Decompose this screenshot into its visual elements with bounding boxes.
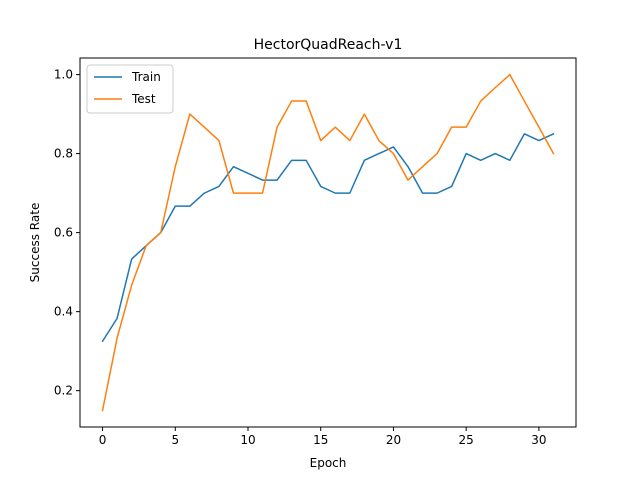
legend-label-train: Train xyxy=(131,70,161,84)
legend: Train Test xyxy=(86,64,174,114)
y-tick-label: 1.0 xyxy=(54,68,73,82)
y-tick-label: 0.4 xyxy=(54,305,73,319)
x-tick-label: 5 xyxy=(171,433,179,447)
x-axis-label: Epoch xyxy=(310,456,347,470)
x-tick-label: 15 xyxy=(313,433,328,447)
x-tick-label: 25 xyxy=(459,433,474,447)
x-tick-label: 30 xyxy=(531,433,546,447)
legend-label-test: Test xyxy=(131,92,156,106)
series-line-train xyxy=(101,132,555,343)
y-tick-label: 0.8 xyxy=(54,147,73,161)
plot-frame xyxy=(79,57,577,428)
x-tick-label: 0 xyxy=(99,433,107,447)
x-tick-label: 20 xyxy=(386,433,401,447)
y-axis: 0.2 0.4 0.6 0.8 1.0 xyxy=(54,68,80,398)
y-tick-label: 0.6 xyxy=(54,226,73,240)
plot-layer xyxy=(101,73,555,412)
x-axis: 0 5 10 15 20 25 30 xyxy=(99,427,547,447)
chart-title: HectorQuadReach-v1 xyxy=(254,37,403,53)
y-tick-label: 0.2 xyxy=(54,384,73,398)
y-axis-label: Success Rate xyxy=(28,203,42,283)
series-line-test xyxy=(101,73,555,412)
x-tick-label: 10 xyxy=(240,433,255,447)
